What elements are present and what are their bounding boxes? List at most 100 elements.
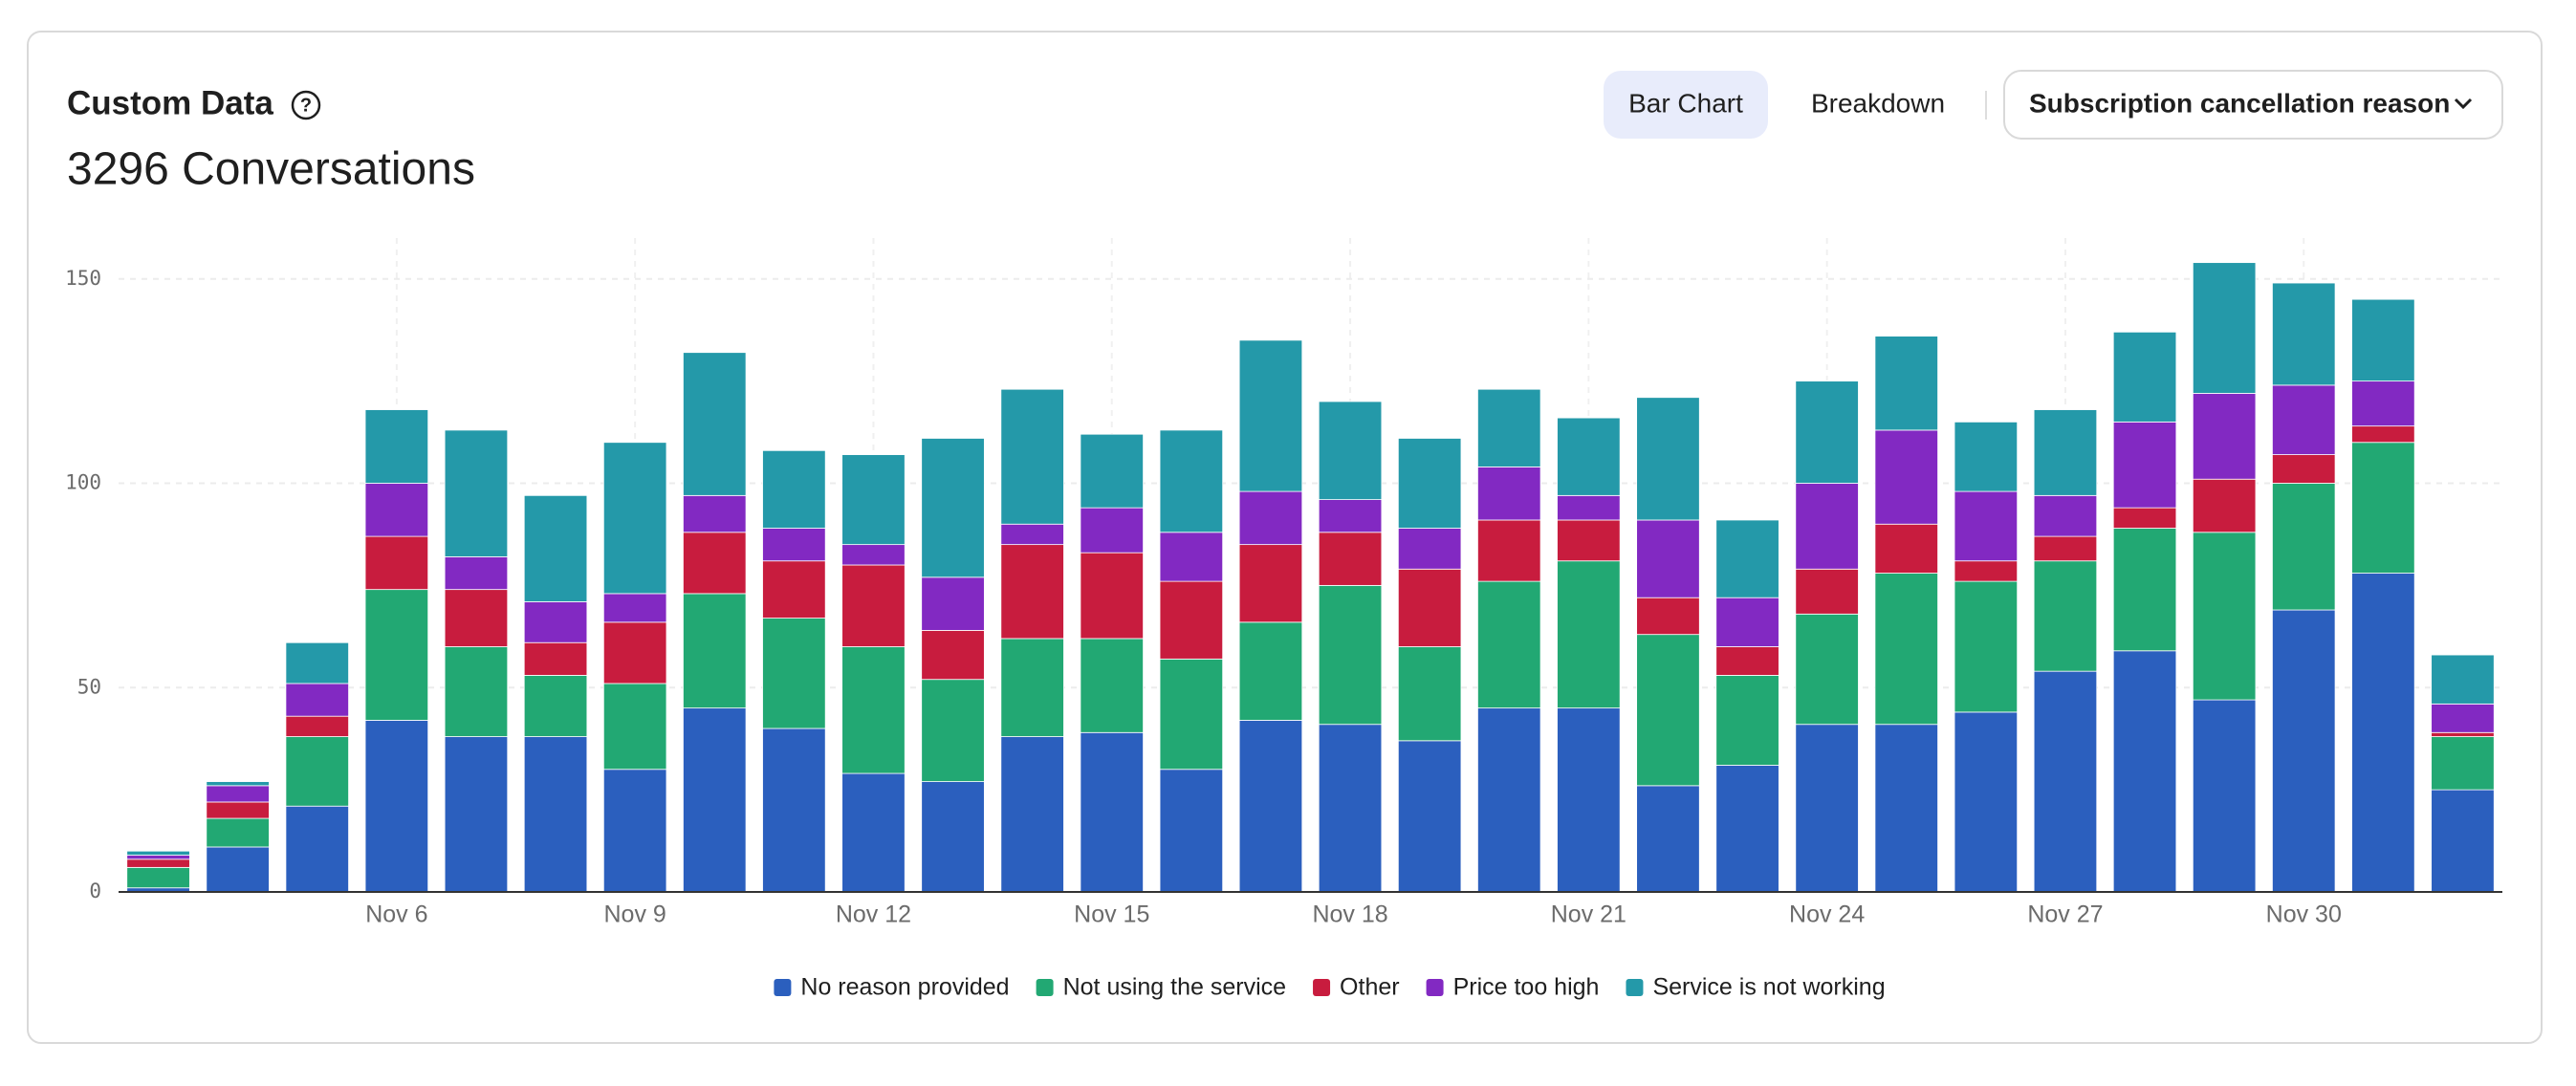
bar-segment xyxy=(285,683,349,717)
bar-chart-button[interactable] xyxy=(1604,71,1768,139)
bar-segment xyxy=(1159,532,1224,582)
bar-segment xyxy=(126,858,190,868)
bar-segment xyxy=(841,564,906,647)
bar-segment xyxy=(1874,573,1938,726)
bar-segment xyxy=(1477,388,1541,467)
bar-segment xyxy=(523,601,588,643)
bar-segment xyxy=(285,715,349,737)
bar-segment xyxy=(364,483,429,537)
bar-segment xyxy=(2033,560,2098,672)
bar-segment xyxy=(1874,336,1938,431)
bar-segment xyxy=(2112,331,2177,423)
breakdown-button[interactable]: Breakdown xyxy=(1811,88,1945,118)
bar-segment xyxy=(1238,720,1303,893)
bar-segment xyxy=(364,535,429,591)
bar-segment xyxy=(1080,507,1144,554)
bar-segment xyxy=(1397,438,1462,529)
bar-segment xyxy=(444,736,509,893)
bar-segment xyxy=(683,532,747,595)
bar-segment xyxy=(602,621,667,684)
bar-segment xyxy=(2431,703,2495,733)
bar-segment xyxy=(2033,494,2098,537)
bar-segment xyxy=(2033,670,2098,893)
bar-segment xyxy=(1795,724,1859,893)
bar-segment xyxy=(285,805,349,893)
x-tick-label: Nov 21 xyxy=(1551,901,1626,928)
bar-segment xyxy=(602,593,667,623)
bar-segment xyxy=(1397,528,1462,570)
legend-label: Other xyxy=(1340,974,1400,1001)
bar-segment xyxy=(2192,393,2257,480)
bar-segment xyxy=(206,781,270,787)
bar-segment xyxy=(206,846,270,893)
bar-segment xyxy=(1397,740,1462,893)
bar-segment xyxy=(1954,711,2019,893)
bar-segment xyxy=(1000,388,1064,525)
bar-segment xyxy=(126,866,190,889)
legend-label: No reason provided xyxy=(800,974,1009,1001)
bar-segment xyxy=(1557,494,1621,521)
x-tick-label: Nov 12 xyxy=(836,901,911,928)
bar-segment xyxy=(1795,568,1859,615)
bar-segment xyxy=(1636,397,1700,521)
bar-segment xyxy=(523,675,588,737)
bar-segment xyxy=(444,646,509,737)
bar-segment xyxy=(2033,409,2098,496)
bar-segment xyxy=(2431,736,2495,791)
x-tick-label: Nov 18 xyxy=(1312,901,1387,928)
x-tick-label: Nov 30 xyxy=(2266,901,2342,928)
bar-segment xyxy=(2192,478,2257,533)
bar-segment xyxy=(683,707,747,893)
dropdown-label: Subscription cancellation reason xyxy=(2029,88,2450,118)
bar-segment xyxy=(1477,519,1541,582)
x-tick-label: Nov 27 xyxy=(2027,901,2103,928)
bar-segment xyxy=(126,855,190,860)
bar-segment xyxy=(2033,535,2098,562)
bar-segment xyxy=(1795,380,1859,484)
bar-segment xyxy=(1080,552,1144,640)
legend-label: Not using the service xyxy=(1063,974,1286,1001)
bar-segment xyxy=(602,683,667,771)
bar-segment xyxy=(1636,597,1700,636)
attribute-dropdown[interactable] xyxy=(2003,70,2503,140)
bar-segment xyxy=(2351,425,2415,444)
bar-segment xyxy=(1715,675,1779,766)
bar-segment xyxy=(762,449,826,529)
bar-segment xyxy=(1636,519,1700,598)
bar-segment xyxy=(1874,523,1938,574)
help-icon[interactable]: ? xyxy=(291,90,321,120)
bar-segment xyxy=(1159,658,1224,771)
bar-segment xyxy=(921,679,985,782)
bar-segment xyxy=(841,646,906,774)
bar-segment xyxy=(841,454,906,546)
bar-segment xyxy=(2431,789,2495,893)
bar-segment xyxy=(285,736,349,807)
bar-segment xyxy=(1159,429,1224,533)
plot: 0 50 100 150 Nov 6 Nov 9 Nov 12 Nov 15 Nov 18 Nov… xyxy=(65,238,2502,1001)
bar-segment xyxy=(1000,523,1064,546)
legend-swatch xyxy=(1036,979,1054,996)
bar-segment xyxy=(1397,646,1462,742)
bar-segment xyxy=(1954,560,2019,582)
bar-segment xyxy=(921,630,985,681)
bar-segment xyxy=(683,352,747,496)
bar-segment xyxy=(1477,466,1541,521)
legend-swatch xyxy=(1626,979,1644,996)
bar-segment xyxy=(2272,483,2336,611)
bar-segment xyxy=(602,769,667,893)
bar-segment xyxy=(1000,638,1064,737)
bar-segment xyxy=(206,801,270,819)
bar-segment xyxy=(444,429,509,557)
bar-segment xyxy=(1238,490,1303,546)
bar-segment xyxy=(2272,282,2336,386)
bar-segment xyxy=(523,641,588,676)
bar-segment xyxy=(1318,724,1383,893)
bar-segment xyxy=(921,576,985,631)
legend-swatch xyxy=(1313,979,1331,996)
bar-segment xyxy=(2431,654,2495,705)
bar-segment xyxy=(364,720,429,893)
bar-segment xyxy=(1159,580,1224,660)
bar-segment xyxy=(683,593,747,709)
x-tick-label: Nov 9 xyxy=(603,901,666,928)
x-tick-label: Nov 6 xyxy=(365,901,427,928)
